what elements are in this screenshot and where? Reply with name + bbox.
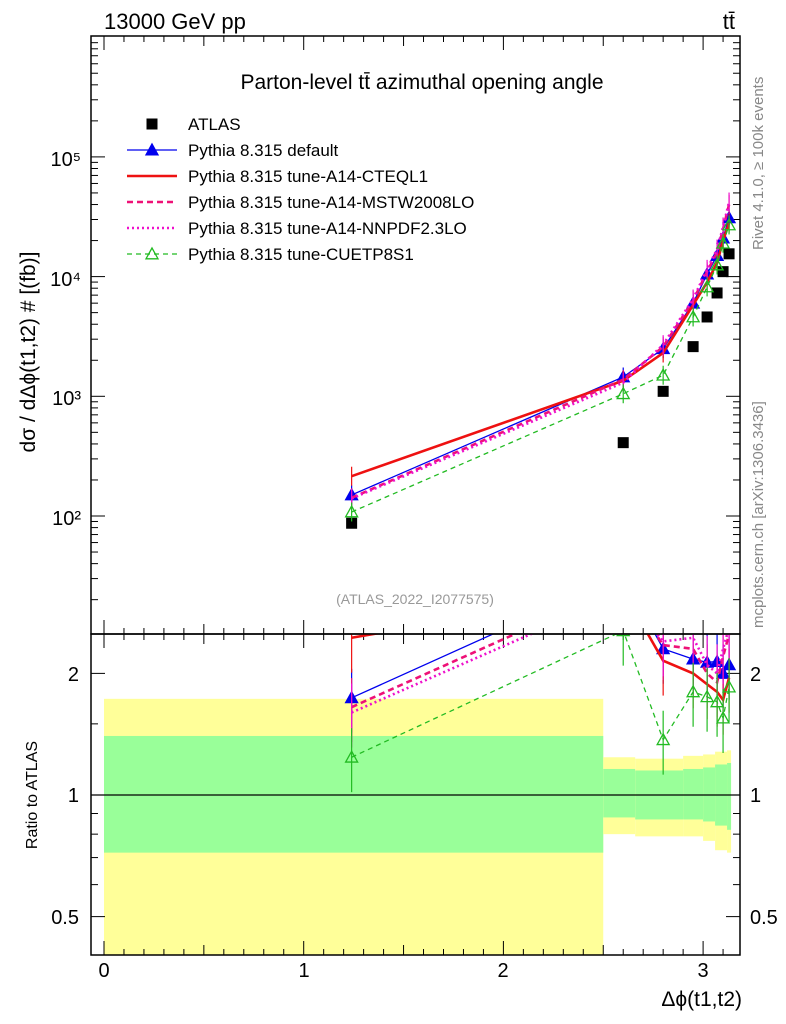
- ratio-y-tick-labels-right: 0.5 1 2: [750, 664, 778, 929]
- ratio-y-axis-label: Ratio to ATLAS: [24, 741, 41, 849]
- ratio-point-cuetp8s1: [344, 749, 359, 763]
- ratio-point-cuetp8s1: [686, 684, 701, 698]
- point-cuetp8s1: [721, 217, 737, 231]
- ratio-tick-label-1: 1: [68, 785, 79, 807]
- ratio-uncertainty-bands: [104, 698, 732, 955]
- point-cuetp8s1: [616, 386, 631, 400]
- ratio-line-nnpdf: [351, 634, 729, 714]
- legend-label-atlas: ATLAS: [188, 115, 241, 134]
- point-data: [723, 248, 735, 260]
- ratio-series-cuetp8s1: [344, 634, 737, 793]
- ratio-point-cuetp8s1: [715, 710, 731, 724]
- x-axis-label: Δϕ(t1,t2): [661, 988, 742, 1011]
- point-data: [617, 437, 629, 449]
- analysis-tag: (ATLAS_2022_I2077575): [336, 591, 494, 607]
- ratio-line-mstw: [351, 634, 731, 709]
- ratio-tick-label-right-1: 1: [750, 785, 761, 807]
- point-data: [346, 517, 358, 529]
- ratio-point-cuetp8s1: [699, 689, 715, 703]
- main-title: Parton-level tt̄ azimuthal opening angle: [240, 71, 603, 94]
- series-line-cteql1: [351, 222, 731, 478]
- ratio-point-cuetp8s1: [709, 694, 725, 708]
- point-data: [687, 341, 699, 353]
- x-tick-label-0: 0: [98, 960, 109, 982]
- point-cuetp8s1: [715, 235, 731, 249]
- point-data: [711, 287, 723, 299]
- legend-marker-cuetp8s1: [144, 246, 160, 260]
- legend-label-mstw: Pythia 8.315 tune-A14-MSTW2008LO: [188, 193, 474, 212]
- ratio-tick-label-0.5: 0.5: [51, 907, 79, 929]
- energy-label: 13000 GeV pp: [104, 9, 246, 34]
- y-tick-label-1e3: 10³: [52, 388, 81, 410]
- series-line-cuetp8s1: [351, 224, 730, 513]
- band-inner: [683, 768, 704, 820]
- point-data: [717, 266, 729, 278]
- point-data: [657, 385, 669, 397]
- point-cuetp8s1: [344, 504, 359, 518]
- ratio-line-cteql1: [351, 634, 731, 703]
- band-inner: [727, 763, 732, 830]
- ratio-axis-ticks: [91, 634, 740, 955]
- point-cuetp8s1: [686, 309, 701, 323]
- x-tick-label-3: 3: [697, 960, 708, 982]
- legend: ATLAS Pythia 8.315 default Pythia 8.315 …: [127, 115, 474, 264]
- main-y-axis-label: dσ / dΔϕ(t1,t2) # [(fb)]: [17, 252, 40, 453]
- band-inner: [104, 735, 604, 853]
- ratio-point-cuetp8s1: [721, 679, 737, 693]
- legend-marker-data: [146, 118, 158, 130]
- legend-label-cuetp8s1: Pythia 8.315 tune-CUETP8S1: [188, 245, 414, 264]
- series-mstw: [351, 195, 731, 508]
- band-inner: [603, 768, 636, 818]
- y-tick-label-1e2: 10²: [52, 508, 81, 530]
- ratio-frame: [90, 633, 741, 956]
- ratio-tick-label-right-0.5: 0.5: [750, 907, 778, 929]
- point-cuetp8s1: [656, 367, 671, 381]
- ratio-tick-label-2: 2: [68, 664, 79, 686]
- process-label: tt̄: [723, 9, 735, 34]
- rivet-version-label: Rivet 4.1.0, ≥ 100k events: [750, 77, 767, 250]
- ratio-point-cuetp8s1: [616, 634, 631, 637]
- ratio-tick-label-right-2: 2: [750, 664, 761, 686]
- ratio-y-tick-labels-left: 0.5 1 2: [51, 664, 79, 929]
- series-cuetp8s1: [344, 215, 737, 522]
- legend-markers: [127, 118, 177, 260]
- x-tick-labels: 0 1 2 3: [98, 960, 708, 982]
- main-series-layer: [344, 192, 737, 529]
- main-y-tick-labels: 10² 10³ 10⁴ 10⁵: [50, 149, 81, 530]
- mcplots-label: mcplots.cern.ch [arXiv:1306.3436]: [750, 401, 767, 628]
- point-data: [701, 311, 713, 323]
- main-axis-ticks: [91, 36, 740, 634]
- legend-marker-default: [144, 142, 160, 156]
- y-tick-label-1e5: 10⁵: [50, 149, 81, 171]
- series-data: [346, 248, 735, 529]
- point-cuetp8s1: [709, 257, 725, 271]
- ratio-line-cuetp8s1: [351, 634, 730, 758]
- ratio-point-default: [617, 569, 629, 580]
- legend-label-nnpdf: Pythia 8.315 tune-A14-NNPDF2.3LO: [188, 219, 467, 238]
- ratio-point-cuetp8s1: [656, 732, 671, 746]
- point-cuetp8s1: [699, 279, 715, 293]
- series-line-mstw: [351, 204, 731, 499]
- ratio-series-layer: [344, 569, 737, 793]
- series-nnpdf: [351, 192, 731, 508]
- x-tick-label-2: 2: [497, 960, 508, 982]
- series-line-nnpdf: [351, 201, 731, 500]
- x-tick-label-1: 1: [298, 960, 309, 982]
- y-tick-label-1e4: 10⁴: [50, 269, 81, 291]
- legend-label-cteql1: Pythia 8.315 tune-A14-CTEQL1: [188, 167, 428, 186]
- legend-label-default: Pythia 8.315 default: [188, 141, 339, 160]
